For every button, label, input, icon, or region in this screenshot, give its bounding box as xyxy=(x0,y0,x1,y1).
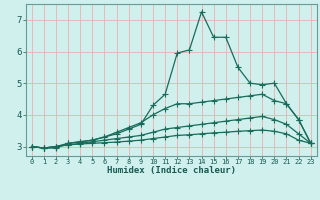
X-axis label: Humidex (Indice chaleur): Humidex (Indice chaleur) xyxy=(107,166,236,175)
